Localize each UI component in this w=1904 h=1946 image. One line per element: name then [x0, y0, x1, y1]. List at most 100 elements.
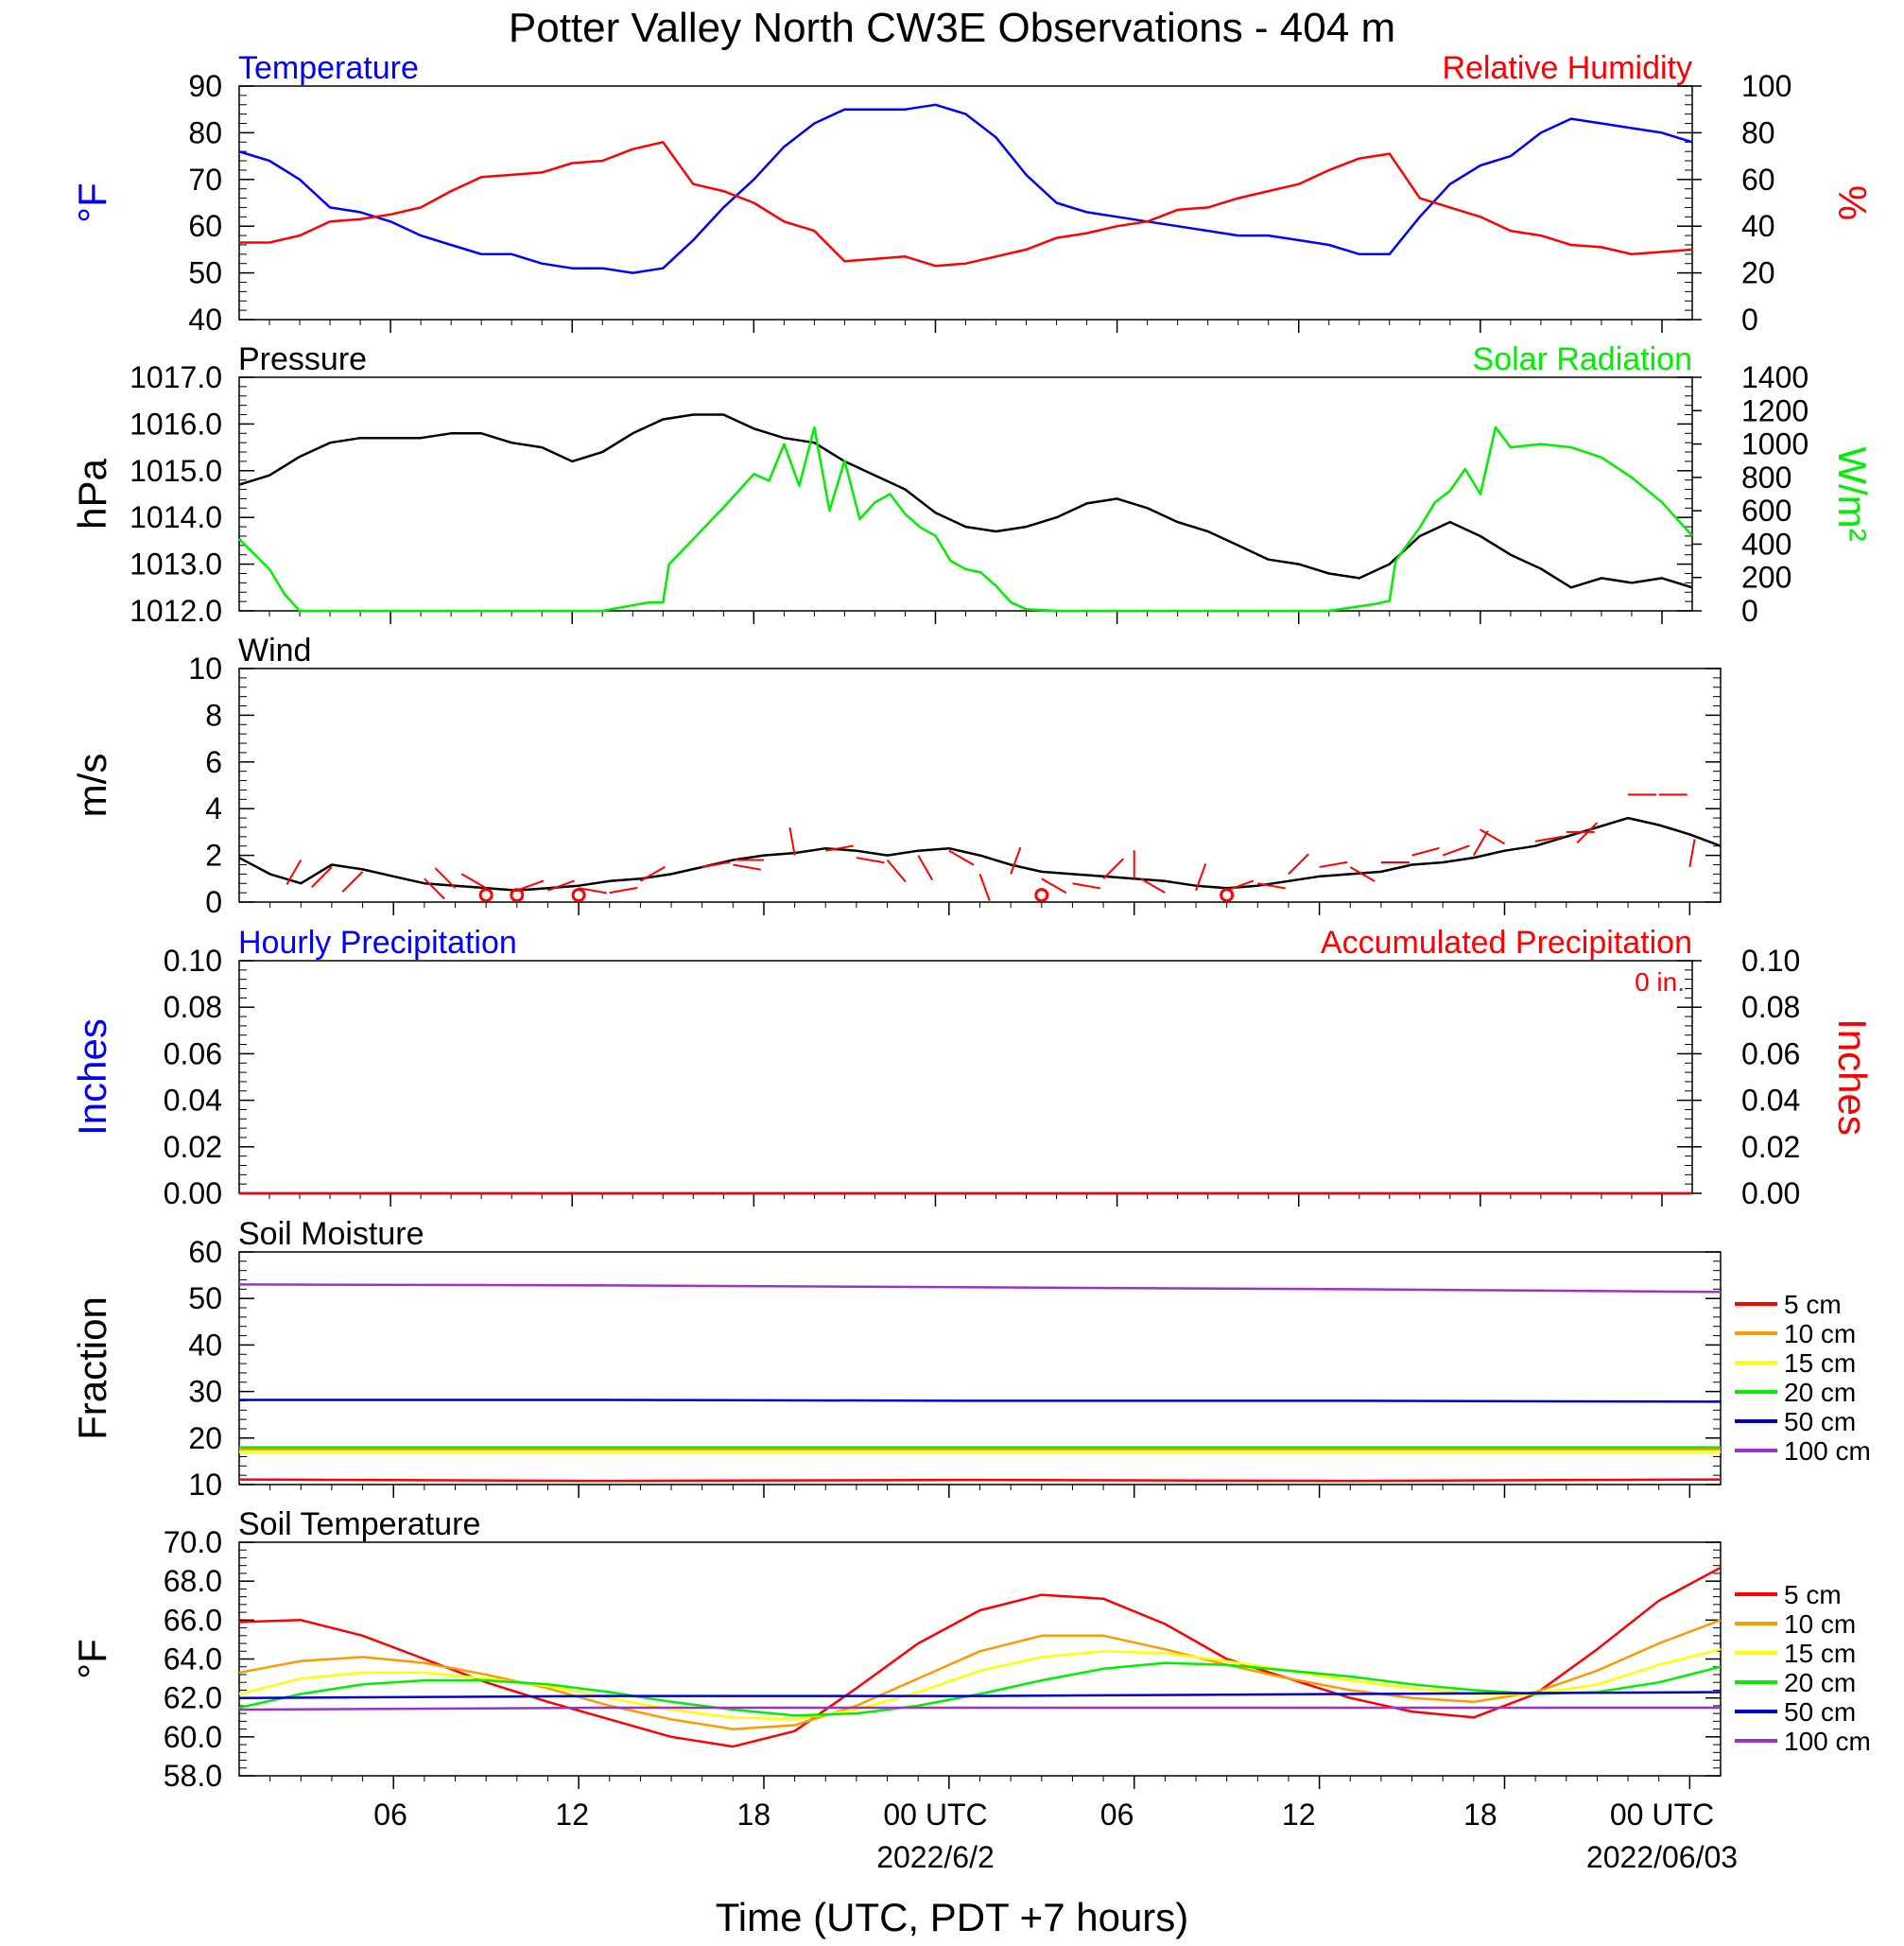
- series-line-100-cm: [238, 1283, 1722, 1294]
- x-tick-label: 18: [737, 1798, 771, 1832]
- y-tick-label-left: 1012.0: [130, 594, 222, 628]
- wind-barb: [609, 886, 638, 895]
- y-tick-label-right: 0.08: [1741, 990, 1800, 1024]
- y-tick-label-left: 1013.0: [130, 547, 222, 582]
- series-line-temperature: [238, 103, 1693, 274]
- y-axis-label-right: W/m²: [1830, 446, 1875, 541]
- y-tick-label-left: 0.06: [164, 1036, 222, 1070]
- y-tick-label-left: 1017.0: [130, 360, 222, 394]
- plot-frame: [238, 668, 1722, 903]
- y-tick-label-right: 40: [1741, 209, 1775, 243]
- x-tick-label: 12: [555, 1798, 589, 1832]
- wind-barb: [1411, 846, 1440, 857]
- wind-barb: [1349, 866, 1376, 882]
- calm-wind-marker: [1220, 888, 1235, 903]
- y-tick-label-left: 50: [188, 256, 222, 290]
- legend-label: 20 cm: [1784, 1668, 1856, 1697]
- y-tick-label-left: 10: [188, 652, 222, 686]
- series-line-5-cm: [238, 1566, 1722, 1748]
- y-tick-label-left: 1015.0: [130, 454, 222, 488]
- y-tick-label-right: 0.10: [1741, 944, 1800, 978]
- figure-title: Potter Valley North CW3E Observations - …: [509, 5, 1395, 51]
- wind-barb: [1688, 839, 1696, 868]
- y-tick-label-left: 1014.0: [130, 500, 222, 534]
- y-tick-label-right: 0: [1741, 303, 1758, 337]
- y-axis-label-left: hPa: [70, 458, 114, 529]
- plot-frame: [238, 85, 1693, 321]
- panel-title-left: Soil Temperature: [238, 1506, 480, 1542]
- y-tick-label-left: 4: [205, 791, 222, 825]
- y-tick-label-left: 8: [205, 698, 222, 732]
- series-line-relative-humidity: [239, 141, 1693, 268]
- legend-label: 15 cm: [1784, 1639, 1856, 1668]
- accum-precip-value: 0 in.: [1635, 967, 1685, 997]
- x-tick-label: 12: [1282, 1798, 1316, 1832]
- series-line-50-cm: [239, 1399, 1722, 1403]
- panel-title-right: Accumulated Precipitation: [1321, 925, 1692, 961]
- wind-barb: [311, 866, 333, 888]
- x-date-label: 2022/6/2: [876, 1840, 995, 1874]
- wind-barb: [1319, 860, 1348, 868]
- wind-barb: [1226, 879, 1255, 892]
- x-tick-label: 06: [373, 1798, 407, 1832]
- legend-label: 50 cm: [1784, 1407, 1856, 1436]
- wind-barb: [578, 887, 607, 895]
- y-tick-label-right: 400: [1741, 527, 1791, 561]
- wind-barb: [547, 879, 575, 892]
- panel-title-right: Solar Radiation: [1473, 341, 1692, 377]
- y-tick-label-right: 100: [1741, 69, 1791, 103]
- series-line-5-cm: [238, 1478, 1722, 1483]
- y-tick-label-left: 50: [188, 1281, 222, 1315]
- y-tick-label-left: 0.00: [164, 1176, 222, 1210]
- y-tick-label-right: 1200: [1741, 393, 1809, 427]
- panel-soil_temperature: 70.0 68.0 66.0 64.0 62.0 60.0 58.0 Soil Tempera…: [70, 1506, 1871, 1793]
- panel-temp_rh: 90 80 70 60 50 40 100 80 60 40 20 0 Temperature Relat…: [70, 50, 1875, 337]
- y-tick-label-left: 0.08: [164, 990, 222, 1024]
- x-axis: 06 12 18 00 UTC 06 12 18 00 UTC 2022/6/2 2022/06/…: [373, 1798, 1738, 1874]
- panel-title-left: Wind: [238, 633, 311, 669]
- wind-barb: [1534, 835, 1564, 843]
- series-line-pressure: [238, 413, 1693, 589]
- y-axis-label-right: Inches: [1830, 1018, 1875, 1136]
- series-line-20-cm: [238, 1661, 1722, 1717]
- y-tick-label-right: 80: [1741, 115, 1775, 149]
- y-tick-label-right: 200: [1741, 561, 1791, 595]
- wind-barb: [701, 860, 731, 868]
- wind-barb: [286, 860, 303, 886]
- y-tick-label-left: 60: [188, 209, 222, 243]
- legend-label: 10 cm: [1784, 1319, 1856, 1348]
- y-tick-label-left: 0.10: [164, 944, 222, 978]
- panel-title-left: Soil Moisture: [238, 1216, 424, 1252]
- panel-wind: 10 8 6 4 2 0 Wind m/s: [70, 633, 1722, 919]
- x-tick-label: 00 UTC: [1610, 1798, 1714, 1832]
- y-tick-label-left: 68.0: [164, 1564, 222, 1598]
- legend-label: 20 cm: [1784, 1378, 1856, 1407]
- panel-pressure_solar: 1017.0 1016.0 1015.0 1014.0 1013.0 1012.0 1400…: [70, 341, 1875, 628]
- legend-label: 15 cm: [1784, 1348, 1856, 1378]
- y-tick-label-left: 60: [188, 1235, 222, 1269]
- wind-barb: [1072, 882, 1101, 890]
- x-tick-label: 00 UTC: [883, 1798, 987, 1832]
- legend-label: 100 cm: [1784, 1436, 1871, 1466]
- panel-precip: 0.10 0.08 0.06 0.04 0.02 0.00 0.10 0.08 0.06 0.04…: [70, 925, 1875, 1210]
- y-axis-label-left: Inches: [70, 1018, 114, 1136]
- y-tick-label-left: 70: [188, 163, 222, 197]
- legend-label: 10 cm: [1784, 1609, 1856, 1639]
- legend-label: 100 cm: [1784, 1727, 1871, 1756]
- y-tick-label-right: 0.00: [1741, 1176, 1800, 1210]
- y-tick-label-left: 0.02: [164, 1130, 222, 1164]
- series-line-10-cm: [238, 1619, 1722, 1730]
- plot-frame: [238, 960, 1693, 1194]
- plot-frame: [238, 376, 1693, 612]
- wind-barb: [1010, 846, 1022, 875]
- wind-barb: [341, 871, 364, 893]
- y-axis-label-left: Fraction: [70, 1296, 114, 1440]
- panel-title-left: Temperature: [238, 50, 419, 86]
- wind-barb: [1472, 830, 1489, 857]
- y-tick-label-left: 1016.0: [130, 407, 222, 441]
- y-tick-label-right: 1000: [1741, 427, 1809, 461]
- calm-wind-marker: [1034, 888, 1049, 903]
- panel-title-right: Relative Humidity: [1442, 50, 1692, 86]
- y-tick-label-left: 40: [188, 303, 222, 337]
